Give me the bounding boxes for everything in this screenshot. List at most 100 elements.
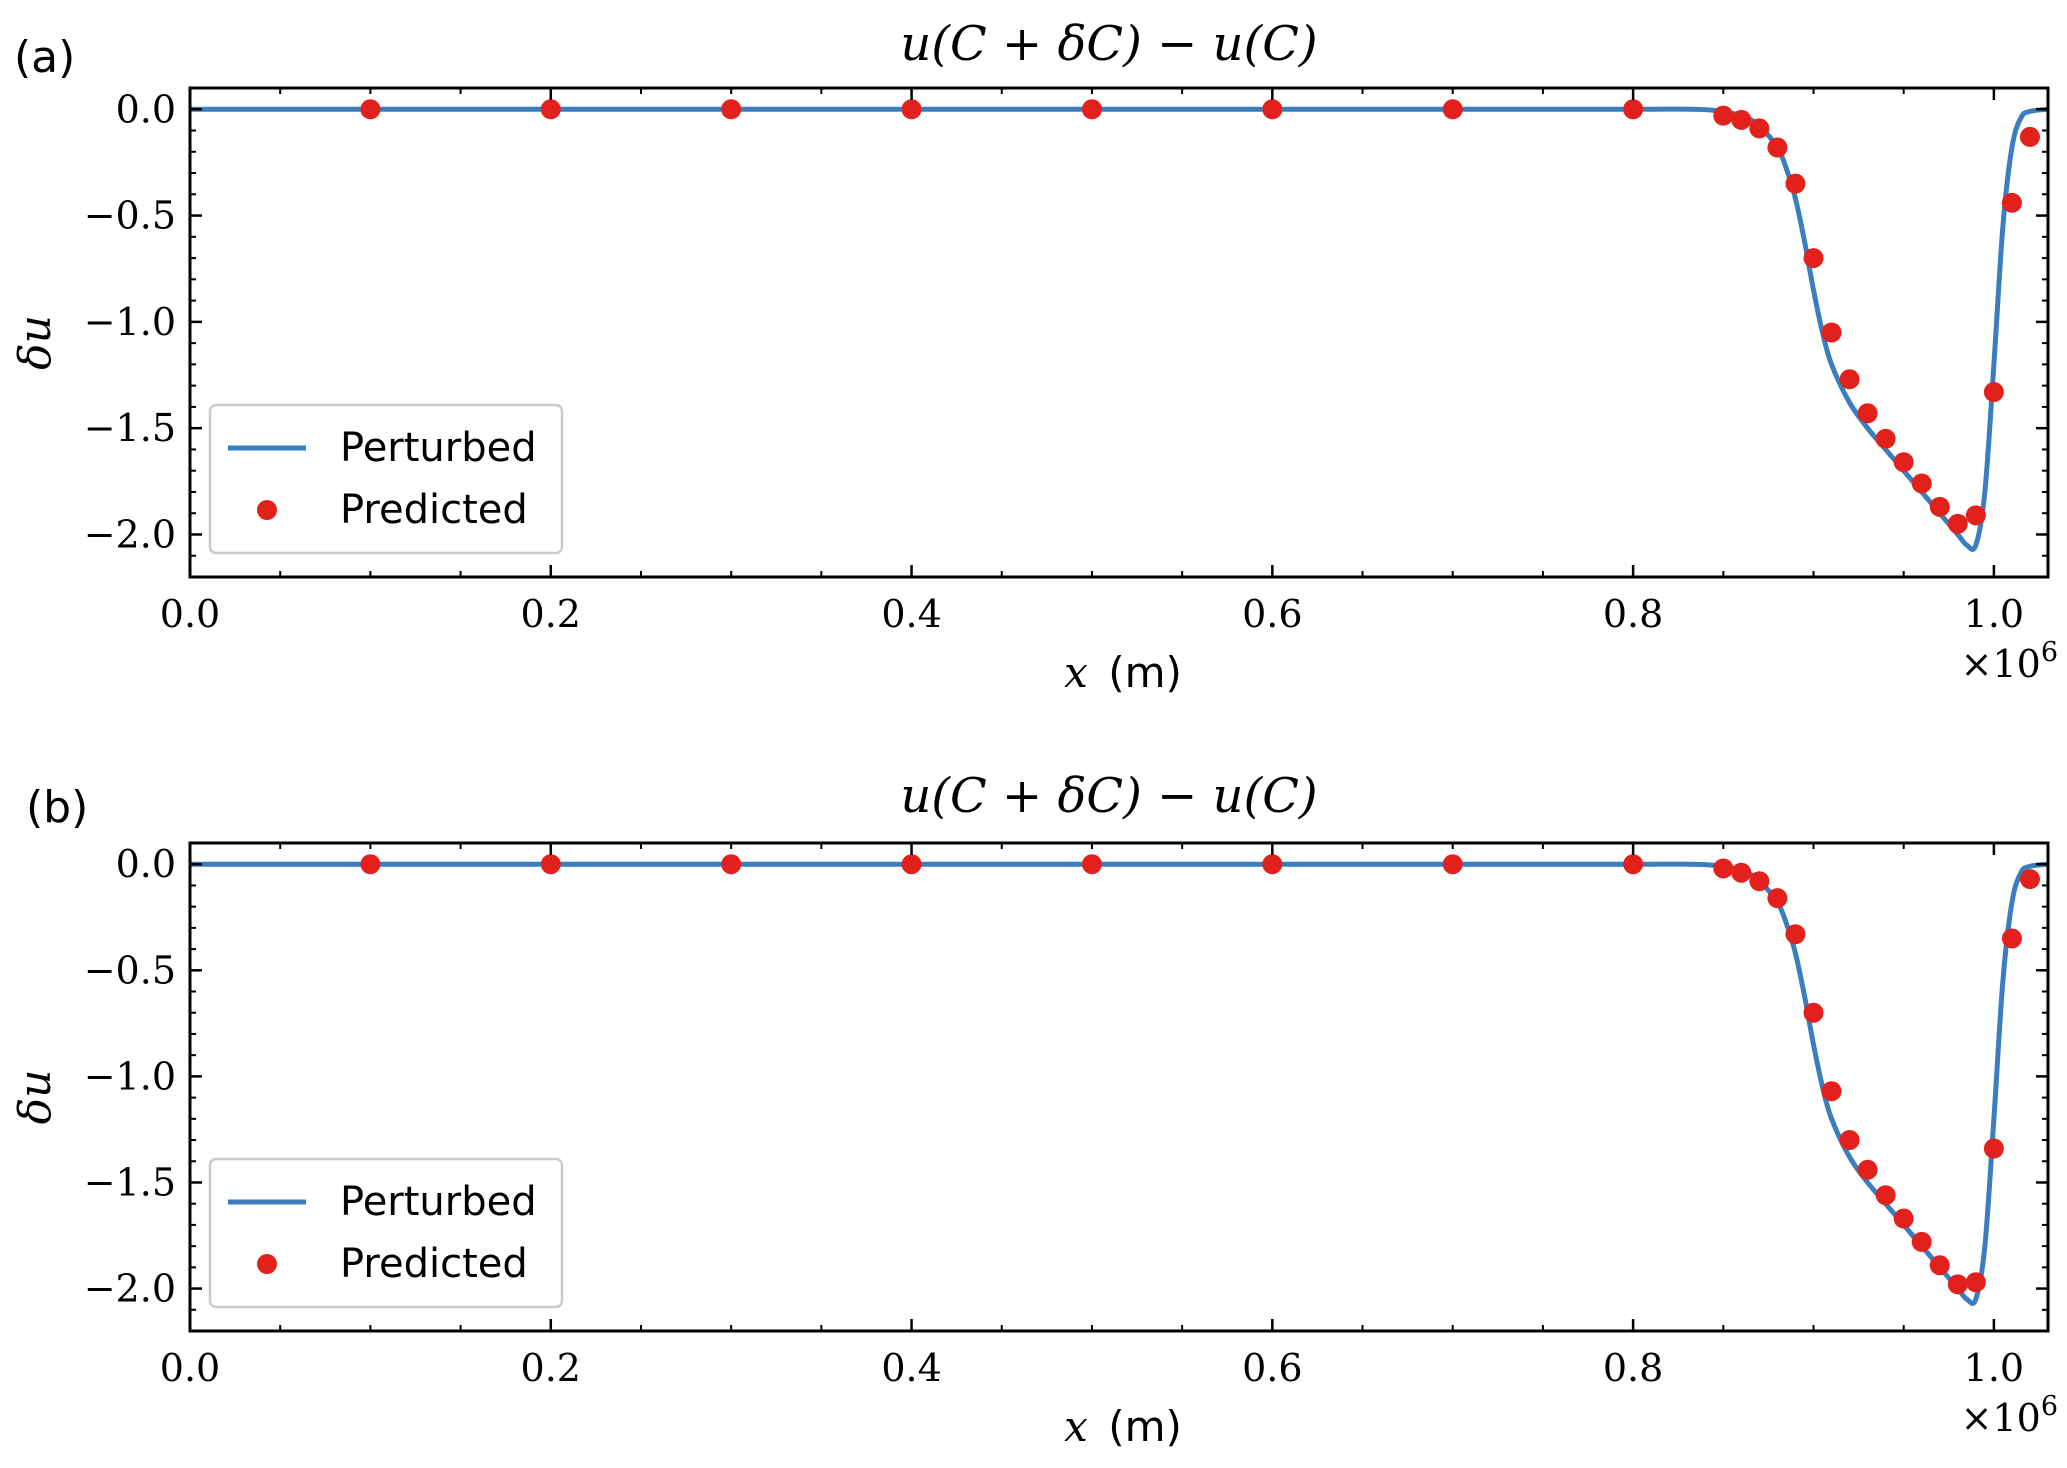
x-tick-label: 0.6 bbox=[1242, 1346, 1302, 1390]
predicted-point bbox=[1875, 428, 1896, 449]
x-tick-label: 0.4 bbox=[881, 1346, 941, 1390]
x-offset-base: ×10 bbox=[1961, 1396, 2041, 1440]
y-tick-label: −0.5 bbox=[84, 948, 176, 992]
predicted-point bbox=[1911, 1231, 1932, 1252]
legend-perturbed-label: Perturbed bbox=[340, 425, 537, 471]
axes-frame bbox=[188, 841, 2050, 1333]
legend-predicted-label: Predicted bbox=[340, 487, 528, 533]
x-axis-label-space bbox=[1098, 651, 1109, 697]
x-tick-label: 0.0 bbox=[160, 1346, 220, 1390]
predicted-point bbox=[1965, 505, 1986, 526]
predicted-point bbox=[1623, 99, 1644, 120]
y-axis-label: δu bbox=[10, 1070, 61, 1125]
predicted-point bbox=[360, 99, 381, 120]
predicted-point bbox=[721, 854, 742, 875]
predicted-point bbox=[1713, 105, 1734, 126]
predicted-point bbox=[1839, 1130, 1860, 1151]
predicted-series bbox=[360, 854, 2040, 1295]
x-tick-label: 0.8 bbox=[1603, 592, 1663, 636]
predicted-point bbox=[1911, 473, 1932, 494]
y-tick-label: 0.0 bbox=[116, 87, 176, 131]
y-tick-label: −1.0 bbox=[84, 300, 176, 344]
chart-title: u(C + δC) − u(C) bbox=[900, 768, 1317, 824]
predicted-point bbox=[1767, 137, 1788, 158]
predicted-point bbox=[1262, 854, 1283, 875]
predicted-point bbox=[1785, 924, 1806, 945]
predicted-point bbox=[1929, 496, 1950, 517]
predicted-point bbox=[540, 99, 561, 120]
y-tick-label: −2.0 bbox=[84, 512, 176, 556]
x-tick-label: 0.8 bbox=[1603, 1346, 1663, 1390]
legend-predicted-swatch bbox=[257, 1254, 277, 1274]
predicted-point bbox=[1821, 322, 1842, 343]
x-axis-label-unit: (m) bbox=[1108, 648, 1182, 697]
predicted-point bbox=[1749, 871, 1770, 892]
predicted-point bbox=[1803, 1002, 1824, 1023]
predicted-point bbox=[1965, 1272, 1986, 1293]
y-tick-label: 0.0 bbox=[116, 842, 176, 886]
predicted-point bbox=[721, 99, 742, 120]
x-axis-label: x (m) bbox=[1064, 1402, 1182, 1451]
perturbed-series bbox=[190, 106, 2048, 552]
chart-panels: (a) u(C + δC) − u(C) 0.0 0.2 0.4 0.6 0.8 1.0 0.0… bbox=[10, 16, 2058, 1451]
predicted-point bbox=[1713, 858, 1734, 879]
predicted-point bbox=[1785, 173, 1806, 194]
predicted-point bbox=[1929, 1255, 1950, 1276]
panel-label: (b) bbox=[26, 782, 88, 833]
x-axis-label: x (m) bbox=[1064, 648, 1182, 697]
x-axis-label-unit: (m) bbox=[1108, 1402, 1182, 1451]
y-axis-label: δu bbox=[10, 315, 61, 370]
x-tick-label: 1.0 bbox=[1964, 1346, 2024, 1390]
predicted-point bbox=[1875, 1185, 1896, 1206]
legend: Perturbed Predicted bbox=[208, 403, 564, 555]
x-offset-exponent: 6 bbox=[2041, 637, 2058, 668]
predicted-point bbox=[1857, 403, 1878, 424]
legend-box bbox=[208, 1157, 564, 1309]
predicted-point bbox=[1839, 369, 1860, 390]
predicted-point bbox=[1442, 99, 1463, 120]
legend: Perturbed Predicted bbox=[208, 1157, 564, 1309]
y-tick-label: −0.5 bbox=[84, 194, 176, 238]
x-offset-base: ×10 bbox=[1961, 642, 2041, 686]
panel-label: (a) bbox=[14, 32, 75, 83]
predicted-point bbox=[1857, 1159, 1878, 1180]
chart-panel-1: (a) u(C + δC) − u(C) 0.0 0.2 0.4 0.6 0.8 1.0 0.0… bbox=[10, 16, 2058, 697]
predicted-point bbox=[1081, 854, 1102, 875]
perturbed-line bbox=[190, 106, 2048, 552]
predicted-point bbox=[2001, 192, 2022, 213]
x-axis-label-var: x bbox=[1064, 1402, 1088, 1451]
predicted-point bbox=[1262, 99, 1283, 120]
predicted-point bbox=[1893, 1208, 1914, 1229]
predicted-point bbox=[1081, 99, 1102, 120]
predicted-point bbox=[2019, 869, 2040, 890]
perturbed-line bbox=[190, 861, 2048, 1306]
predicted-point bbox=[1983, 1138, 2004, 1159]
predicted-point bbox=[540, 854, 561, 875]
predicted-point bbox=[901, 854, 922, 875]
predicted-point bbox=[1767, 888, 1788, 909]
predicted-point bbox=[1803, 248, 1824, 269]
legend-predicted-swatch bbox=[257, 500, 277, 520]
axes-frame bbox=[188, 86, 2050, 579]
predicted-point bbox=[1821, 1081, 1842, 1102]
legend-perturbed-label: Perturbed bbox=[340, 1179, 537, 1225]
x-tick-label: 0.6 bbox=[1242, 592, 1302, 636]
x-axis-label-var: x bbox=[1064, 648, 1088, 697]
predicted-point bbox=[2001, 928, 2022, 949]
x-offset-text: ×106 bbox=[1961, 1391, 2058, 1440]
predicted-point bbox=[1749, 118, 1770, 139]
x-tick-label: 0.2 bbox=[521, 1346, 581, 1390]
predicted-point bbox=[1947, 513, 1968, 534]
y-tick-label: −1.5 bbox=[84, 406, 176, 450]
legend-predicted-label: Predicted bbox=[340, 1241, 528, 1287]
y-tick-label: −1.0 bbox=[84, 1054, 176, 1098]
predicted-point bbox=[1442, 854, 1463, 875]
predicted-point bbox=[2019, 126, 2040, 147]
y-tick-label: −2.0 bbox=[84, 1267, 176, 1311]
x-tick-label: 0.2 bbox=[521, 592, 581, 636]
chart-title: u(C + δC) − u(C) bbox=[900, 16, 1317, 72]
predicted-point bbox=[1893, 452, 1914, 473]
chart-panel-2: (b) u(C + δC) − u(C) 0.0 0.2 0.4 0.6 0.8 1.0 0.0… bbox=[10, 768, 2058, 1451]
y-tick-label: −1.5 bbox=[84, 1160, 176, 1204]
